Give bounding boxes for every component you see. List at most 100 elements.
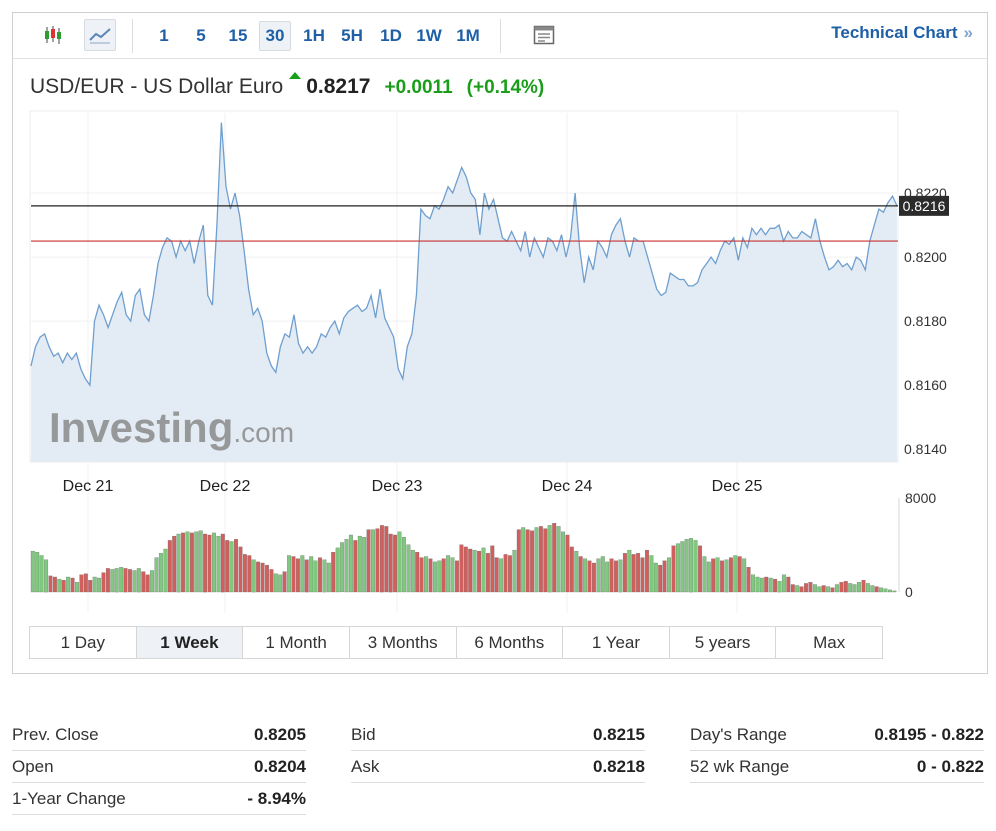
volume-bar (207, 534, 212, 593)
volume-bar (335, 547, 340, 593)
volume-bar (437, 560, 442, 593)
timeframe-1d[interactable]: 1D (380, 26, 402, 45)
volume-bar (795, 585, 800, 593)
volume-bar (556, 526, 561, 593)
volume-bar (481, 547, 486, 593)
volume-bar (499, 558, 504, 593)
volume-bar (839, 582, 844, 593)
volume-bar (773, 578, 778, 593)
stat-row: 52 wk Range 0 - 0.822 (690, 751, 984, 783)
price-change: +0.0011 (384, 77, 453, 98)
volume-bar (627, 549, 632, 593)
range-tab-1-week[interactable]: 1 Week (136, 627, 244, 658)
volume-bar (384, 526, 389, 593)
range-tab-6-months[interactable]: 6 Months (457, 627, 564, 658)
volume-bar (119, 567, 124, 593)
volume-bar (689, 538, 694, 593)
volume-bar (848, 583, 853, 593)
volume-bar (843, 581, 848, 593)
stat-row: Prev. Close 0.8205 (12, 719, 306, 751)
volume-bar (596, 558, 601, 593)
volume-bar (874, 586, 879, 593)
timeframe-15[interactable]: 15 (228, 26, 248, 45)
volume-bar (379, 525, 384, 593)
timeframe-5[interactable]: 5 (196, 26, 206, 45)
volume-bar (698, 545, 702, 593)
stats-column: Day's Range 0.8195 - 0.822 52 wk Range 0 - … (690, 719, 984, 783)
volume-bar (658, 564, 663, 593)
volume-bar (561, 531, 565, 593)
volume-bar (764, 576, 769, 593)
volume-bar (680, 541, 685, 593)
volume-bar (273, 573, 278, 593)
toolbar-divider (132, 19, 133, 53)
volume-bar (450, 557, 455, 593)
volume-bar (260, 562, 265, 593)
volume-bar (667, 557, 671, 593)
volume-bar (728, 557, 733, 593)
volume-bar (238, 546, 243, 593)
table-icon[interactable] (528, 19, 560, 51)
stat-label: Prev. Close (12, 725, 99, 744)
volume-bar (525, 529, 530, 593)
volume-bar (256, 561, 261, 593)
range-tab-5-years[interactable]: 5 years (670, 627, 777, 658)
volume-bar (751, 574, 755, 593)
volume-bar (242, 554, 247, 593)
volume-bar (234, 539, 238, 593)
volume-bar (114, 568, 119, 593)
volume-bar (348, 534, 353, 593)
range-tab-1-month[interactable]: 1 Month (243, 627, 350, 658)
price-line (30, 122, 898, 388)
timeframe-1h[interactable]: 1H (303, 26, 325, 45)
volume-bar (587, 560, 592, 593)
volume-bar (746, 567, 751, 593)
stat-row: Bid 0.8215 (351, 719, 645, 751)
stat-value: 0.8218 (593, 757, 645, 776)
volume-bar (150, 570, 155, 593)
volume-bar (530, 530, 535, 593)
timeframe-1[interactable]: 1 (159, 26, 169, 45)
stat-value: - 8.94% (247, 789, 306, 808)
volume-bar (812, 584, 817, 593)
volume-bar (446, 555, 451, 593)
volume-bar (269, 569, 274, 593)
price-area-fill (31, 122, 897, 462)
range-tab-1-day[interactable]: 1 Day (30, 627, 137, 658)
candlestick-chart-icon[interactable] (37, 19, 69, 51)
volume-bar (737, 556, 742, 593)
volume-bar (220, 533, 225, 593)
volume-bar (733, 555, 738, 593)
line-chart-icon[interactable] (84, 19, 116, 51)
last-price: 0.8217 (306, 75, 371, 98)
volume-bar (132, 570, 137, 593)
technical-chart-link[interactable]: Technical Chart » (831, 23, 973, 43)
volume-bar (344, 539, 349, 593)
volume-bar (516, 529, 521, 593)
timeframe-5h[interactable]: 5H (341, 26, 363, 45)
volume-bar (472, 549, 477, 593)
volume-bar (128, 569, 132, 593)
volume-bar (388, 533, 393, 593)
volume-bar (375, 528, 380, 593)
range-tab-max[interactable]: Max (813, 633, 846, 652)
stat-row: Day's Range 0.8195 - 0.822 (690, 719, 984, 751)
volume-bar (432, 561, 437, 593)
volume-bar (547, 525, 552, 593)
volume-bar (711, 558, 716, 593)
volume-bar (189, 532, 194, 593)
volume-bar (181, 532, 185, 593)
volume-bar (720, 560, 725, 593)
volume-bar (459, 544, 464, 593)
stat-row: Ask 0.8218 (351, 751, 645, 783)
timeframe-1m[interactable]: 1M (456, 26, 480, 45)
volume-bar (830, 587, 835, 593)
range-tab-1-year[interactable]: 1 Year (563, 627, 670, 658)
x-tick-label: Dec 22 (200, 478, 251, 495)
double-chevron-right-icon: » (963, 23, 973, 42)
timeframe-30[interactable]: 30 (259, 21, 291, 51)
volume-bar (158, 553, 163, 593)
volume-bar (366, 529, 371, 593)
timeframe-1w[interactable]: 1W (416, 26, 442, 45)
range-tab-3-months[interactable]: 3 Months (350, 627, 457, 658)
